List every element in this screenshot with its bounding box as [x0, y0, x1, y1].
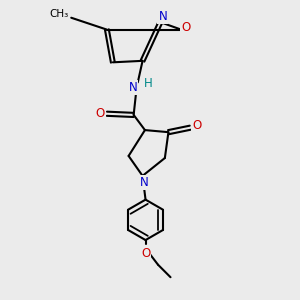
Text: O: O [181, 21, 190, 34]
Text: O: O [192, 119, 201, 132]
Text: O: O [96, 107, 105, 120]
Text: O: O [141, 247, 150, 260]
Text: N: N [158, 10, 167, 23]
Text: N: N [140, 176, 148, 189]
Text: CH₃: CH₃ [49, 9, 68, 19]
Text: N: N [129, 81, 137, 94]
Text: H: H [143, 76, 152, 90]
